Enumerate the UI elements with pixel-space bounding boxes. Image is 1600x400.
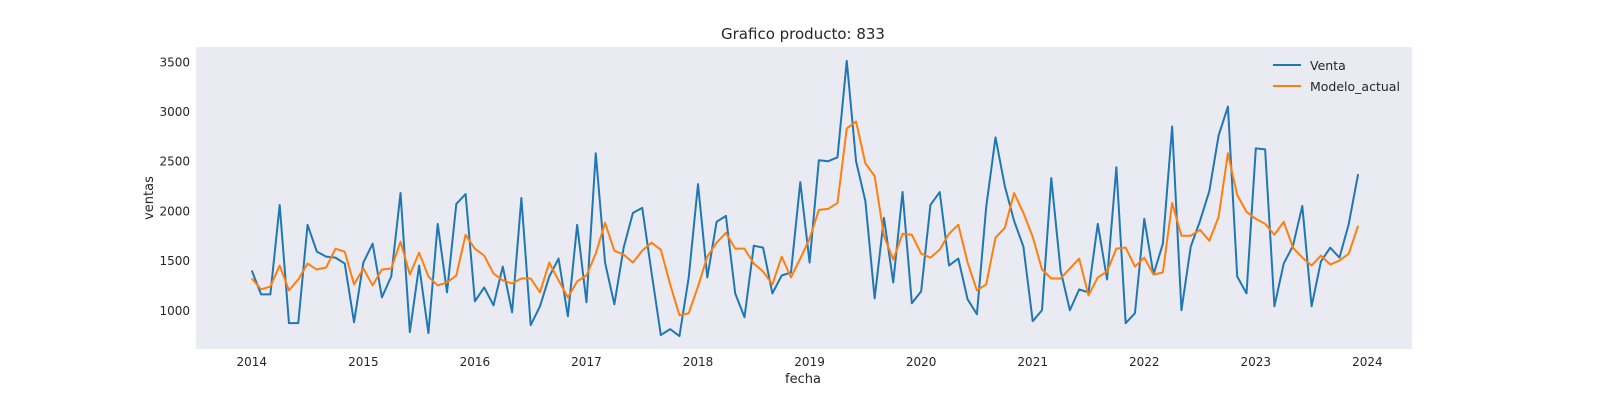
y-tick-label: 3500 — [159, 55, 190, 69]
x-tick-label: 2024 — [1352, 355, 1383, 369]
x-tick-label: 2019 — [794, 355, 825, 369]
series-lines — [250, 59, 1360, 338]
y-tick-label: 1500 — [159, 254, 190, 268]
series-line-venta — [250, 59, 1360, 338]
x-tick-label: 2021 — [1017, 355, 1048, 369]
x-tick-label: 2015 — [348, 355, 379, 369]
x-tick-label: 2023 — [1241, 355, 1272, 369]
y-tick-label: 3000 — [159, 105, 190, 119]
y-axis: 1000 1500 2000 2500 3000 3500 — [159, 55, 190, 317]
x-tick-label: 2018 — [683, 355, 714, 369]
y-tick-label: 1000 — [159, 304, 190, 318]
x-axis: 2014 2015 2016 2017 2018 2019 2020 2021 2022 2023… — [237, 355, 1383, 369]
y-tick-label: 2500 — [159, 155, 190, 169]
legend-label-venta: Venta — [1310, 58, 1346, 73]
legend-label-modelo-actual: Modelo_actual — [1310, 79, 1400, 94]
series-line-modelo-actual — [251, 120, 1360, 317]
x-tick-label: 2022 — [1129, 355, 1160, 369]
x-tick-label: 2014 — [237, 355, 268, 369]
y-axis-label: ventas — [142, 176, 157, 220]
x-axis-label: fecha — [785, 372, 821, 387]
chart-title: Grafico producto: 833 — [721, 25, 885, 43]
x-tick-label: 2016 — [460, 355, 491, 369]
plot-area — [196, 47, 1412, 349]
legend: Venta Modelo_actual — [1273, 58, 1400, 94]
x-tick-label: 2020 — [906, 355, 937, 369]
x-tick-label: 2017 — [571, 355, 602, 369]
y-tick-label: 2000 — [159, 204, 190, 218]
